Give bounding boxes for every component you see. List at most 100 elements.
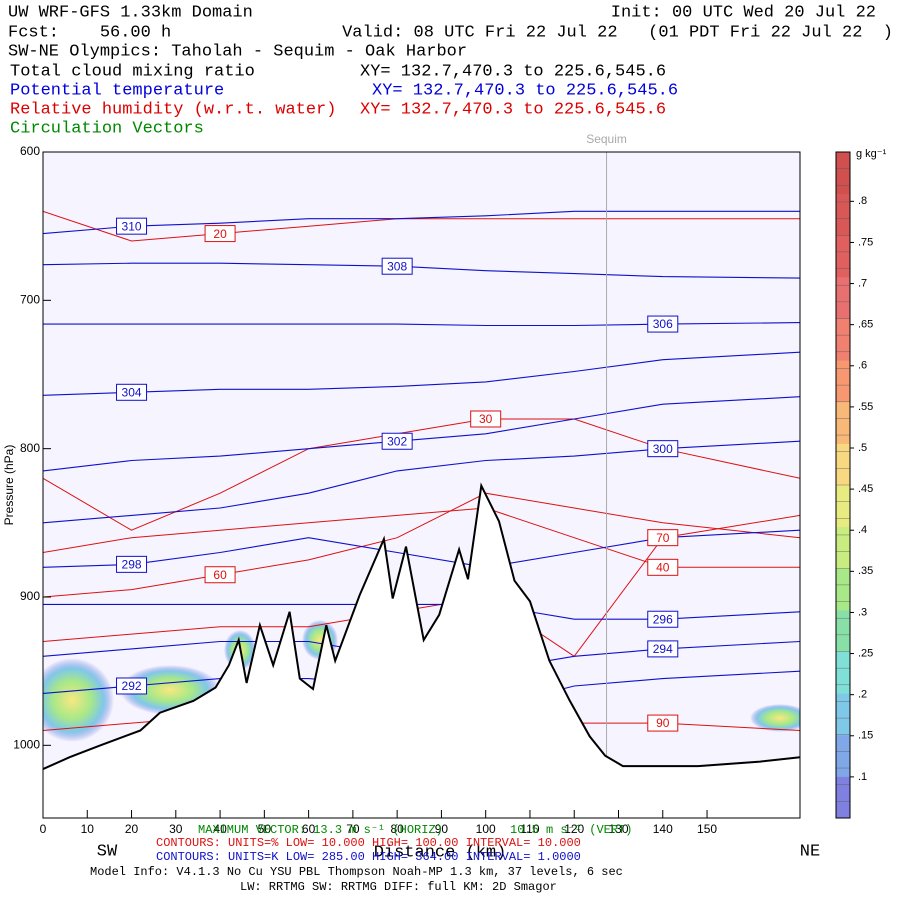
- init-time: Init: 00 UTC Wed 20 Jul 22: [611, 3, 876, 22]
- x-tick-label: 50: [258, 822, 272, 836]
- terrain-group: [42, 482, 801, 818]
- theta-label-box: [647, 640, 679, 658]
- theta-label: 296: [653, 612, 673, 626]
- rh-label: 70: [656, 531, 670, 545]
- theta-contour: [43, 529, 800, 568]
- axes: Sequim 0 10 20 30 40 50 60 70 80 90 100 110 120 130 140…: [2, 132, 886, 862]
- y-tick-label: 700: [20, 293, 40, 307]
- colorbar-tick-label: .55: [858, 401, 873, 413]
- cloud-area: [43, 658, 114, 742]
- field-name: Circulation Vectors: [10, 119, 204, 138]
- colorbar-band: [836, 193, 850, 236]
- colorbar-band: [836, 568, 850, 611]
- field-xy: XY= 132.7,470.3 to 225.6,545.6: [360, 100, 666, 119]
- colorbar-tick-label: .5: [858, 442, 867, 454]
- colorbar-band: [836, 443, 850, 486]
- x-tick-label: 20: [125, 822, 139, 836]
- rh-label-box: [647, 529, 679, 547]
- theta-label: 308: [387, 259, 407, 273]
- field-xy: XY= 132.7,470.3 to 225.6,545.6: [360, 62, 666, 81]
- theta-label-box: [381, 432, 413, 450]
- x-tick-label: 30: [169, 822, 183, 836]
- colorbar-tick-label: .35: [858, 565, 873, 577]
- colorbar-tick-label: .25: [858, 647, 873, 659]
- x-tick-label: 100: [476, 822, 496, 836]
- theta-contour: [43, 440, 800, 524]
- theta-contour: [43, 351, 800, 396]
- rh-label: 90: [656, 716, 670, 730]
- y-tick-label: 800: [20, 441, 40, 455]
- x-tick-label: 0: [40, 822, 47, 836]
- field-name: Total cloud mixing ratio: [10, 62, 255, 81]
- rh-contours: CONTOURS: UNITS=% LOW= 10.000 HIGH= 100.…: [156, 836, 581, 850]
- x-axis-label: Distance (km): [374, 843, 507, 862]
- colorbar-tick-label: .15: [858, 730, 873, 742]
- rh-label: 30: [479, 412, 493, 426]
- colorbar-band: [836, 734, 850, 777]
- terrain-fill: [43, 485, 800, 818]
- colorbar-band: [836, 360, 850, 403]
- x-tick-label: 120: [564, 822, 584, 836]
- colorbar-band: [836, 152, 850, 195]
- left-end: SW: [97, 842, 118, 861]
- theta-label-box: [647, 440, 679, 458]
- right-end: NE: [800, 842, 820, 861]
- theta-label-box: [647, 315, 679, 333]
- rh-contour: [43, 492, 800, 598]
- theta-label: 302: [387, 434, 407, 448]
- vector-v: 10.5 m s⁻¹ (VERT): [510, 823, 632, 837]
- theta-label: 298: [122, 558, 142, 572]
- theta-label: 310: [122, 219, 142, 233]
- theta-label-box: [116, 555, 148, 573]
- colorbar-band: [836, 609, 850, 652]
- x-tick-label: 40: [213, 822, 227, 836]
- plot-frame: [42, 151, 801, 819]
- colorbar-tick-label: .3: [858, 606, 867, 618]
- theta-contour: [43, 210, 800, 235]
- theta-label-box: [116, 677, 148, 695]
- theta-label: 306: [653, 317, 673, 331]
- marker-label: Sequim: [586, 132, 627, 146]
- model-title: UW WRF-GFS 1.33km Domain: [8, 3, 253, 22]
- theta-label: 294: [653, 642, 673, 656]
- colorbar-tick-label: .7: [858, 277, 867, 289]
- rh-label-box: [204, 566, 236, 584]
- rh-label-box: [470, 410, 502, 428]
- colorbar-tick-label: .8: [858, 195, 867, 207]
- x-tick-label: 150: [697, 822, 717, 836]
- y-axis-label: Pressure (hPa): [2, 445, 16, 526]
- theta-contour: [43, 322, 800, 327]
- terrain-line: [42, 482, 801, 771]
- x-tick-label: 80: [390, 822, 404, 836]
- colorbar-band: [836, 485, 850, 528]
- colorbar-tick-label: .45: [858, 483, 873, 495]
- rh-label-box: [204, 225, 236, 243]
- x-tick-label: 110: [520, 822, 539, 836]
- colorbar-tick-label: .6: [858, 360, 867, 372]
- theta-label: 300: [653, 442, 673, 456]
- footer: MAXIMUM VECTOR: 13.3 m s⁻¹ (HORIZ) 10.5 m…: [90, 823, 632, 894]
- cloud-area: [750, 704, 800, 732]
- colorbar-band: [836, 318, 850, 361]
- field-xy: XY= 132.7,470.3 to 225.6,545.6: [372, 81, 678, 100]
- y-tick-label: 900: [20, 589, 40, 603]
- rh-contour: [43, 507, 800, 568]
- field-list: Total cloud mixing ratio XY= 132.7,470.3 …: [10, 62, 678, 138]
- section-name: SW-NE Olympics: Taholah - Sequim - Oak H…: [8, 42, 467, 61]
- colorbar-band: [836, 526, 850, 569]
- field-name: Relative humidity (w.r.t. water): [10, 100, 336, 119]
- valid-time: Valid: 08 UTC Fri 22 Jul 22 (01 PDT Fri …: [342, 23, 893, 42]
- colorbar-tick-label: .65: [858, 319, 873, 331]
- model-info: Model Info: V4.1.3 No Cu YSU PBL Thompso…: [90, 865, 623, 879]
- field-name: Potential temperature: [10, 81, 224, 100]
- rh-label: 40: [656, 560, 670, 574]
- colorbar-band: [836, 235, 850, 278]
- colorbar-band: [836, 693, 850, 736]
- colorbar-band: [836, 276, 850, 319]
- rh-label-box: [647, 558, 679, 576]
- colorbar-band: [836, 776, 850, 819]
- x-tick-label: 10: [81, 822, 95, 836]
- contour-labels: 310 308 306 304 302 300 298 296 294 292 20 30 40 60 70…: [116, 217, 679, 732]
- theta-label: 304: [122, 385, 142, 399]
